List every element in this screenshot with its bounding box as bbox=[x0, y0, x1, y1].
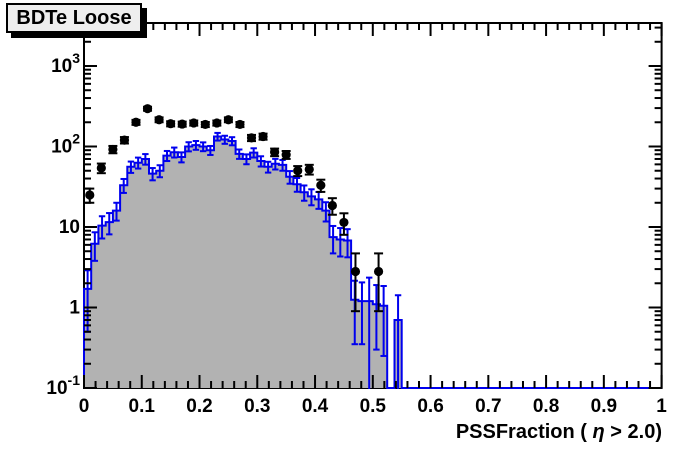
x-axis-title-prefix: PSSFraction ( bbox=[455, 421, 593, 443]
histogram-fill bbox=[84, 136, 662, 388]
x-tick-label: 0.7 bbox=[475, 396, 501, 417]
data-point-marker bbox=[246, 133, 257, 143]
x-tick-label: 0.5 bbox=[360, 396, 387, 417]
data-point-marker bbox=[166, 119, 176, 129]
data-point-marker bbox=[258, 131, 268, 142]
data-point-marker bbox=[235, 119, 245, 130]
data-point-marker bbox=[189, 118, 199, 128]
eta-symbol: η bbox=[592, 421, 605, 443]
y-tick-label: 10 bbox=[59, 217, 80, 238]
x-tick-label: 0.8 bbox=[533, 396, 559, 417]
y-tick-label: 103 bbox=[51, 50, 80, 77]
mc-histogram bbox=[83, 135, 662, 389]
data-point-marker bbox=[373, 266, 384, 277]
data-point-marker bbox=[85, 190, 95, 200]
histogram-title: BDTe Loose bbox=[6, 3, 142, 33]
x-tick-label: 0.3 bbox=[244, 396, 270, 417]
x-tick-label: 0.1 bbox=[129, 396, 156, 417]
data-point-marker bbox=[223, 115, 233, 125]
x-axis-labels: 0 0.1 0.2 0.3 0.4 0.5 0.6 0.7 0.8 0.9 1 bbox=[79, 396, 668, 417]
x-tick-label: 0.4 bbox=[302, 396, 329, 417]
data-point-marker bbox=[119, 135, 130, 145]
data-point-marker bbox=[327, 200, 337, 211]
x-tick-label: 1 bbox=[656, 396, 667, 417]
x-tick-label: 0.9 bbox=[591, 396, 617, 417]
data-point-marker bbox=[304, 164, 314, 174]
data-point-marker bbox=[200, 119, 210, 130]
data-point-marker bbox=[293, 166, 303, 176]
x-tick-label: 0.2 bbox=[186, 396, 212, 417]
data-point-marker bbox=[316, 180, 326, 190]
data-point-marker bbox=[142, 104, 153, 114]
data-point-marker bbox=[212, 118, 222, 128]
data-point-marker bbox=[350, 266, 361, 277]
data-point-marker bbox=[339, 217, 349, 228]
y-tick-label: 102 bbox=[51, 131, 80, 158]
x-tick-label: 0 bbox=[79, 396, 90, 417]
y-tick-label: 1 bbox=[69, 298, 80, 319]
data-point-marker bbox=[108, 144, 118, 155]
data-point-marker bbox=[270, 147, 280, 157]
x-tick-label: 0.6 bbox=[417, 396, 443, 417]
data-points bbox=[85, 104, 384, 313]
x-axis-title: PSSFraction ( η > 2.0) bbox=[456, 421, 662, 445]
data-point-marker bbox=[131, 117, 141, 127]
axis-ticks bbox=[83, 23, 663, 389]
data-point-marker bbox=[281, 150, 291, 160]
data-point-marker bbox=[96, 163, 106, 173]
data-point-marker bbox=[154, 115, 164, 125]
y-tick-label: 10-1 bbox=[46, 372, 80, 399]
data-point-marker bbox=[177, 119, 187, 129]
x-axis-title-suffix: > 2.0) bbox=[604, 421, 662, 443]
